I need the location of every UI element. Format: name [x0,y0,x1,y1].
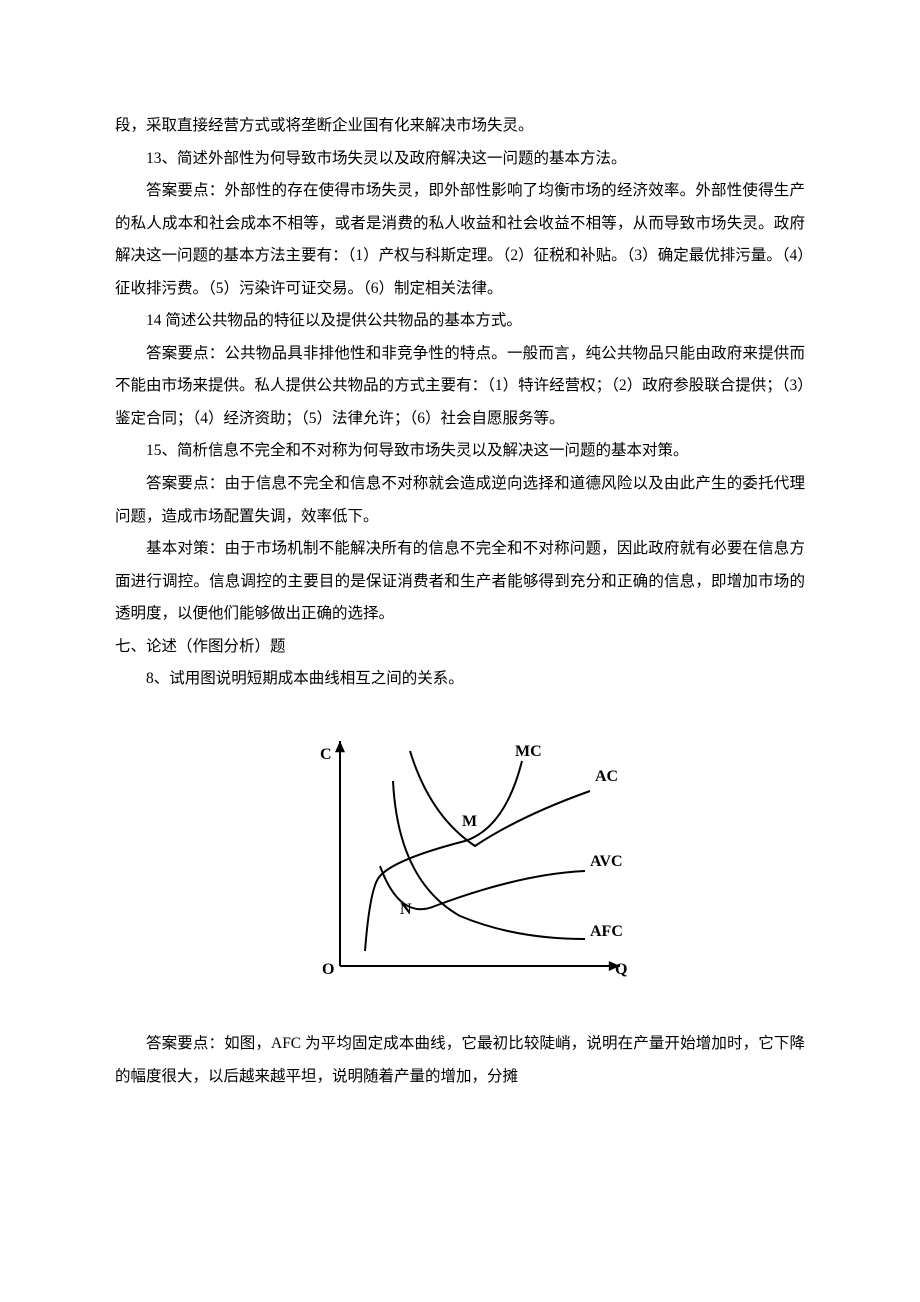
question-15: 15、简析信息不完全和不对称为何导致市场失灵以及解决这一问题的基本对策。 [115,435,805,468]
answer-14: 答案要点：公共物品具非排他性和非竞争性的特点。一般而言，纯公共物品只能由政府来提… [115,338,805,436]
answer-15b: 基本对策：由于市场机制不能解决所有的信息不完全和不对称问题，因此政府就有必要在信… [115,533,805,631]
answer-15a: 答案要点：由于信息不完全和信息不对称就会造成逆向选择和道德风险以及由此产生的委托… [115,468,805,533]
svg-text:AFC: AFC [590,923,623,940]
svg-text:AVC: AVC [590,853,623,870]
section-7-heading: 七、论述（作图分析）题 [115,631,805,664]
svg-text:M: M [462,813,477,830]
question-8: 8、试用图说明短期成本曲线相互之间的关系。 [115,663,805,696]
svg-text:N: N [400,901,412,918]
question-14: 14 简述公共物品的特征以及提供公共物品的基本方式。 [115,305,805,338]
body-line-continuation: 段，采取直接经营方式或将垄断企业国有化来解决市场失灵。 [115,110,805,143]
answer-8: 答案要点：如图，AFC 为平均固定成本曲线，它最初比较陡峭，说明在产量开始增加时… [115,1028,805,1093]
svg-text:C: C [320,746,332,763]
svg-text:AC: AC [595,768,618,785]
question-13: 13、简述外部性为何导致市场失灵以及政府解决这一问题的基本方法。 [115,143,805,176]
svg-text:MC: MC [515,743,542,760]
answer-13: 答案要点：外部性的存在使得市场失灵，即外部性影响了均衡市场的经济效率。外部性使得… [115,175,805,305]
svg-text:O: O [322,961,334,978]
cost-curve-figure: C O Q MC AC AVC AFC M N [115,726,805,999]
cost-curve-svg: C O Q MC AC AVC AFC M N [290,726,630,986]
svg-text:Q: Q [615,961,627,978]
